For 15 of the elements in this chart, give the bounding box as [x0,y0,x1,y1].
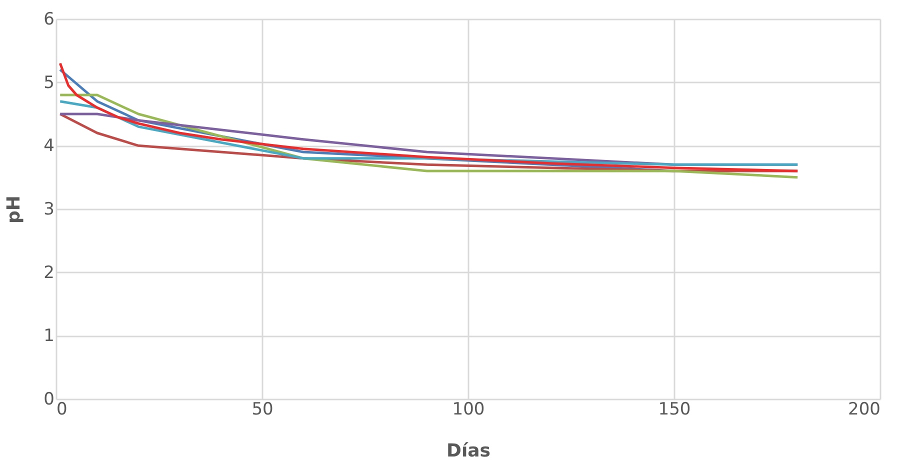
x-tick-label: 200 [848,400,880,420]
line-series [58,62,799,172]
y-tick-label: 3 [44,200,54,220]
y-tick-label: 2 [44,262,54,283]
y-tick-label: 1 [44,326,54,346]
x-axis-title: Días [446,440,490,462]
y-tick-label: 5 [44,72,54,93]
line-series [58,94,799,179]
x-tick-label: 50 [252,400,274,420]
x-tick-label: 0 [56,400,68,420]
y-tick-label: 6 [44,10,54,30]
x-tick-label: 150 [658,400,691,420]
y-axis-title: pH [4,196,25,224]
y-tick-label: 4 [44,136,54,156]
x-tick-label: 100 [452,400,485,420]
